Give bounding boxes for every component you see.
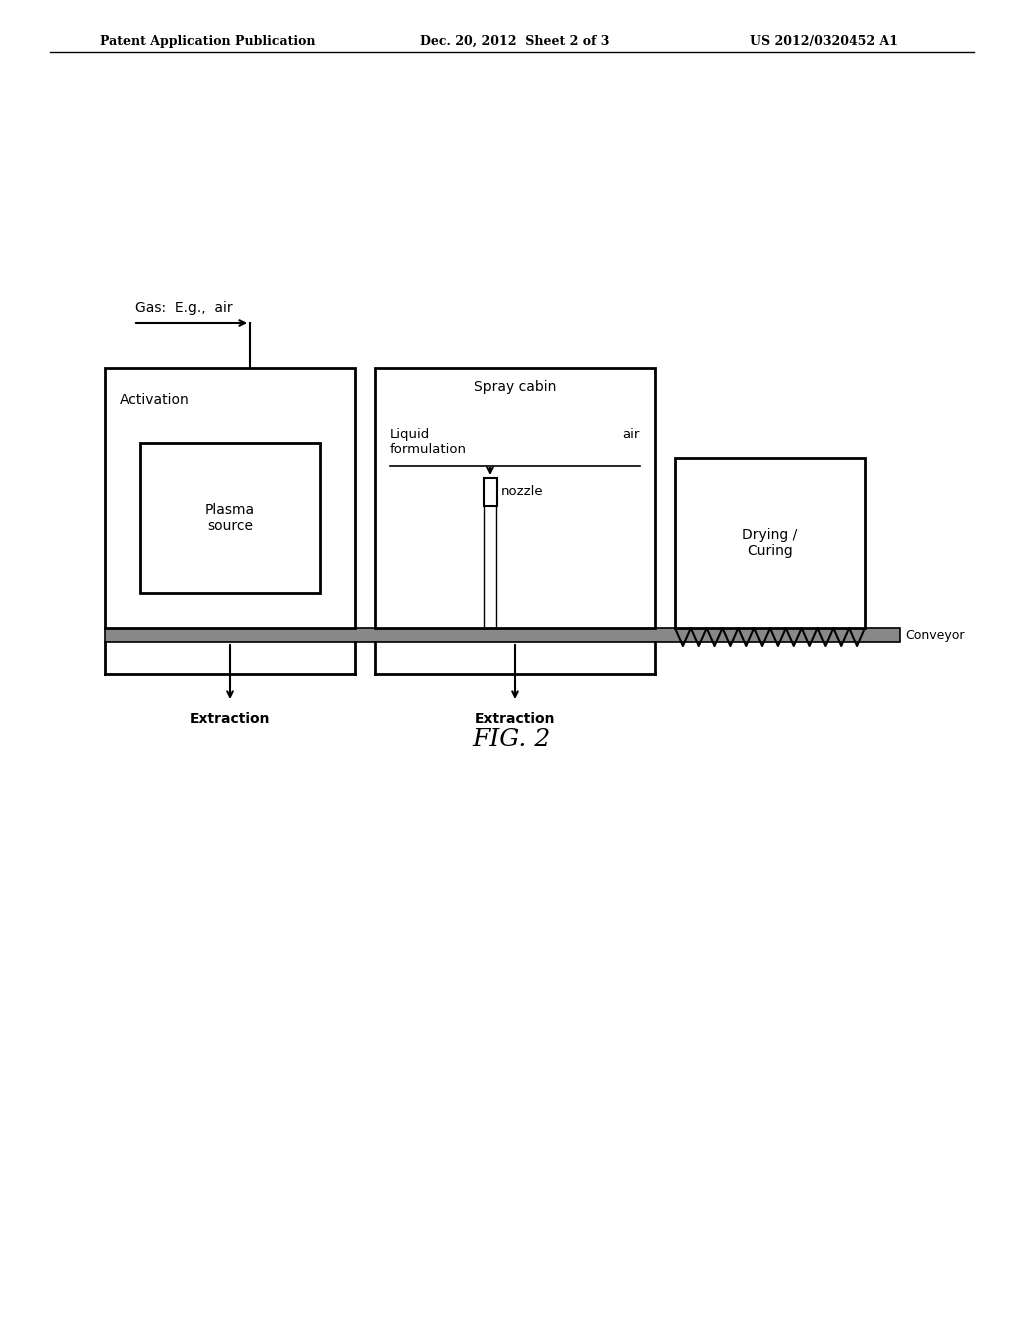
Text: Drying /
Curing: Drying / Curing bbox=[742, 528, 798, 558]
Text: air: air bbox=[623, 428, 640, 441]
Bar bbox=[675, 458, 865, 628]
Bar bbox=[483, 478, 497, 506]
Text: US 2012/0320452 A1: US 2012/0320452 A1 bbox=[750, 36, 898, 48]
Bar bbox=[375, 368, 655, 628]
Text: formulation: formulation bbox=[390, 444, 467, 455]
Bar bbox=[105, 628, 900, 642]
Text: Conveyor: Conveyor bbox=[905, 628, 965, 642]
Bar bbox=[105, 368, 355, 628]
Text: Extraction: Extraction bbox=[475, 711, 555, 726]
Text: nozzle: nozzle bbox=[501, 486, 543, 499]
Bar bbox=[140, 444, 319, 593]
Text: Activation: Activation bbox=[120, 393, 189, 407]
Text: Gas:  E.g.,  air: Gas: E.g., air bbox=[135, 301, 232, 315]
Text: Liquid: Liquid bbox=[390, 428, 430, 441]
Text: Plasma
source: Plasma source bbox=[205, 503, 255, 533]
Text: Dec. 20, 2012  Sheet 2 of 3: Dec. 20, 2012 Sheet 2 of 3 bbox=[420, 36, 609, 48]
Text: Spray cabin: Spray cabin bbox=[474, 380, 556, 393]
Text: Patent Application Publication: Patent Application Publication bbox=[100, 36, 315, 48]
Text: Extraction: Extraction bbox=[189, 711, 270, 726]
Text: FIG. 2: FIG. 2 bbox=[473, 729, 551, 751]
